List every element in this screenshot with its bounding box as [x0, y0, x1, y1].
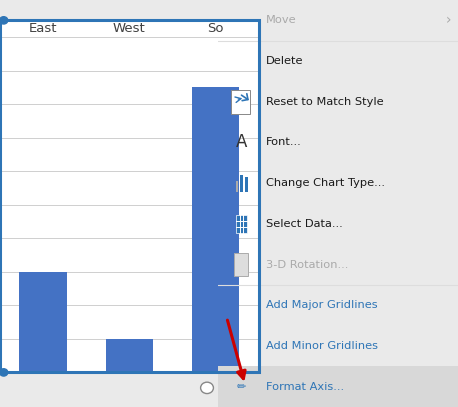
Text: Change Chart Type...: Change Chart Type... [266, 178, 385, 188]
Text: Move: Move [266, 15, 296, 25]
Text: Select Data...: Select Data... [266, 219, 343, 229]
Bar [240, 175, 243, 192]
FancyBboxPatch shape [231, 90, 250, 114]
Text: So: So [207, 22, 224, 35]
Text: Delete: Delete [266, 56, 303, 66]
Text: ›: › [445, 13, 451, 27]
Bar [218, 366, 458, 407]
Text: West: West [113, 22, 146, 35]
Text: Format Axis...: Format Axis... [266, 382, 344, 392]
Bar [245, 177, 248, 192]
FancyBboxPatch shape [236, 215, 247, 233]
Text: Add Minor Gridlines: Add Minor Gridlines [266, 341, 378, 351]
Bar [192, 88, 240, 372]
Text: Font...: Font... [266, 138, 301, 147]
Text: East: East [29, 22, 57, 35]
FancyBboxPatch shape [234, 253, 248, 276]
Bar [235, 181, 239, 192]
Bar [19, 272, 67, 372]
Text: A: A [236, 133, 247, 151]
Text: Add Major Gridlines: Add Major Gridlines [266, 300, 377, 310]
Text: ✏: ✏ [237, 382, 246, 392]
Text: Reset to Match Style: Reset to Match Style [266, 97, 383, 107]
Text: 3-D Rotation...: 3-D Rotation... [266, 260, 348, 269]
Bar [106, 339, 153, 372]
